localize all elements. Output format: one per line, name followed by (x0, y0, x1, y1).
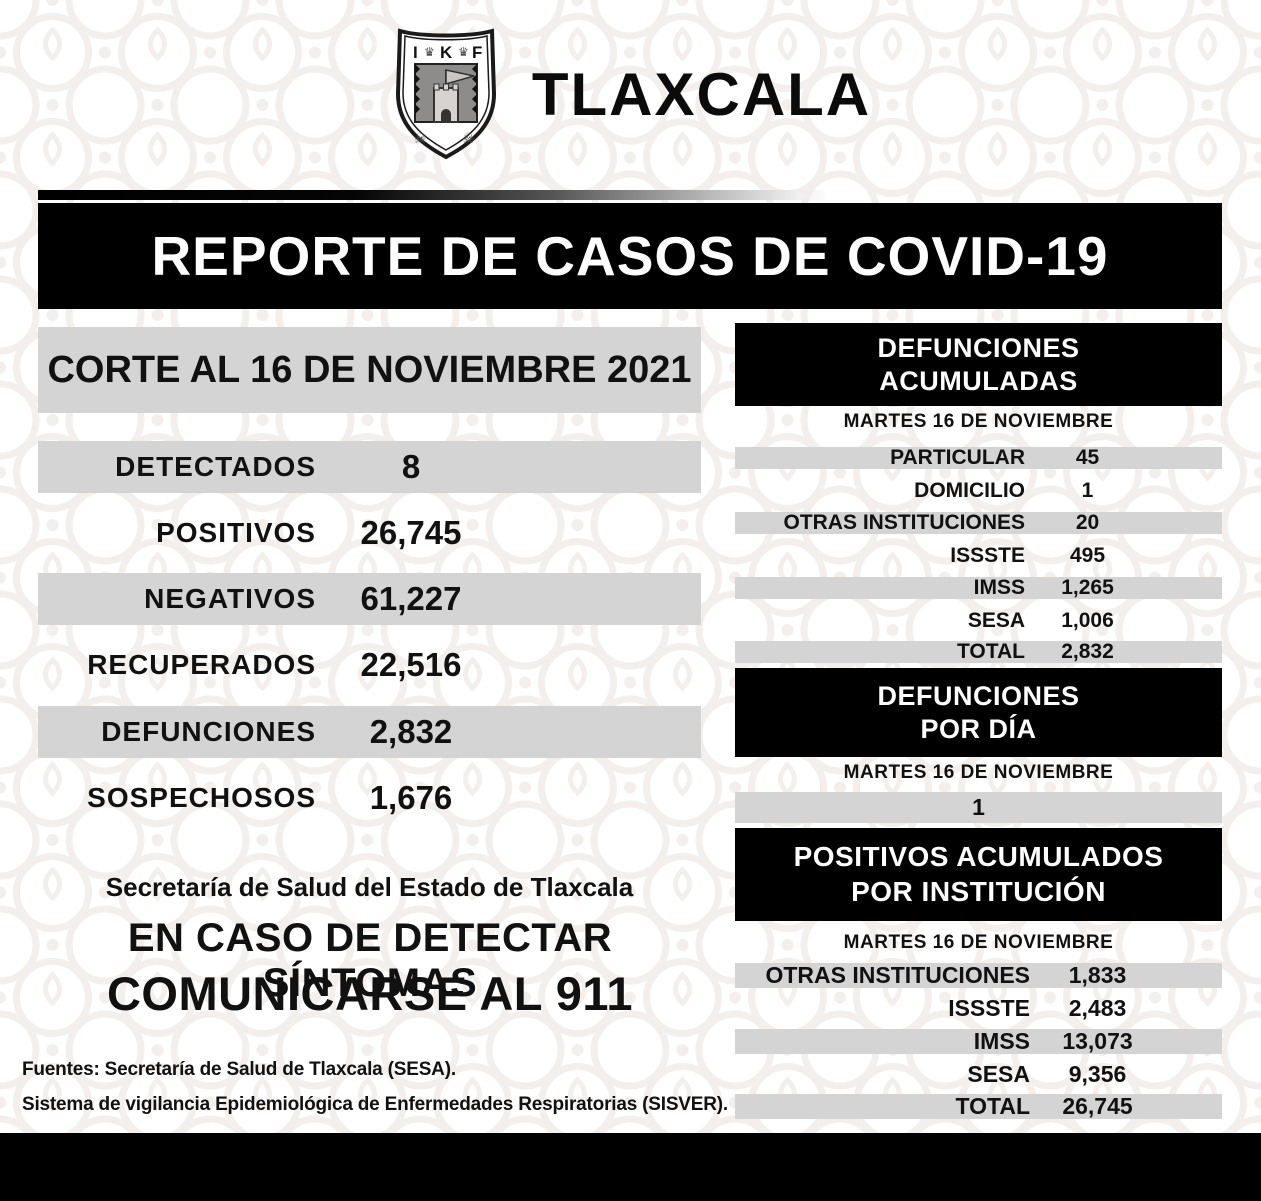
defunciones-row-issste: ISSSTE 495 (735, 544, 1222, 567)
section-date: MARTES 16 DE NOVIEMBRE (843, 932, 1114, 953)
stat-row-detectados: DETECTADOS 8 (38, 441, 701, 493)
stat-row-positivos: POSITIVOS 26,745 (38, 507, 701, 559)
row-value: 1,833 (1068, 962, 1127, 988)
row-value: 26,745 (1062, 1093, 1133, 1119)
stat-label: NEGATIVOS (144, 583, 316, 614)
defunciones-row-particular: PARTICULAR 45 (735, 446, 1222, 469)
positivos-row-otras-instituciones: OTRAS INSTITUCIONES 1,833 (735, 962, 1222, 988)
defunciones-row-total: TOTAL 2,832 (735, 640, 1222, 663)
row-value: 2,832 (1061, 640, 1114, 663)
report-title-bar: REPORTE DE CASOS DE COVID-19 (38, 203, 1222, 309)
svg-text:♛: ♛ (458, 45, 469, 59)
sources-line2: Sistema de vigilancia Epidemiológica de … (22, 1093, 728, 1115)
svg-text:K: K (440, 43, 453, 62)
symptoms-notice-line2: COMUNICARSE AL 911 (106, 967, 634, 1020)
positivos-row-sesa: SESA 9,356 (735, 1061, 1222, 1087)
row-value: 20 (1075, 511, 1100, 534)
row-value: 13,073 (1062, 1028, 1133, 1054)
positivos-row-imss: IMSS 13,073 (735, 1028, 1222, 1054)
stat-row-recuperados: RECUPERADOS 22,516 (38, 639, 701, 691)
row-label: DOMICILIO (914, 479, 1025, 502)
defunciones-por-dia-value: 1 (735, 792, 1222, 823)
row-label: TOTAL (955, 1093, 1030, 1119)
svg-text:☠: ☠ (462, 130, 475, 146)
section-header-defunciones-por-dia: DEFUNCIONES POR DÍA (735, 668, 1222, 757)
row-value: 495 (1069, 544, 1106, 567)
row-label: PARTICULAR (890, 446, 1025, 469)
defunciones-row-sesa: SESA 1,006 (735, 609, 1222, 632)
row-label: ISSSTE (948, 995, 1030, 1021)
row-label: TOTAL (956, 640, 1025, 663)
row-label: SESA (967, 609, 1025, 632)
stat-label: RECUPERADOS (87, 649, 316, 680)
stat-value: 61,227 (360, 580, 462, 617)
row-value: 9,356 (1068, 1061, 1127, 1087)
svg-text:F: F (472, 43, 482, 62)
agency-name: Secretaría de Salud del Estado de Tlaxca… (105, 872, 634, 902)
header: I ♛ K ♛ F ☠ ☠ TLAXCALA (0, 24, 1261, 164)
positivos-row-issste: ISSSTE 2,483 (735, 995, 1222, 1021)
section-heading-line1: DEFUNCIONES (877, 332, 1080, 363)
stat-row-negativos: NEGATIVOS 61,227 (38, 573, 701, 625)
section-heading-line2: POR DÍA (920, 713, 1037, 744)
section-heading-line1: DEFUNCIONES (877, 680, 1080, 711)
defunciones-row-imss: IMSS 1,265 (735, 576, 1222, 599)
stat-value: 8 (401, 448, 421, 485)
stat-value: 26,745 (360, 514, 462, 551)
svg-text:♛: ♛ (424, 45, 435, 59)
row-value: 1 (1081, 479, 1094, 502)
row-label: ISSSTE (950, 544, 1025, 567)
section-header-positivos-acumulados: POSITIVOS ACUMULADOS POR INSTITUCIÓN (735, 828, 1222, 921)
section-date: MARTES 16 DE NOVIEMBRE (843, 411, 1114, 432)
defunciones-row-otras-instituciones: OTRAS INSTITUCIONES 20 (735, 511, 1222, 534)
report-title: REPORTE DE CASOS DE COVID-19 (151, 225, 1109, 287)
row-value: 2,483 (1068, 995, 1127, 1021)
stat-value: 22,516 (360, 646, 462, 683)
brand-wordmark: TLAXCALA (531, 60, 872, 128)
row-value: 1,006 (1061, 609, 1114, 632)
positivos-row-total: TOTAL 26,745 (735, 1093, 1222, 1119)
row-value: 45 (1075, 446, 1100, 469)
svg-text:☠: ☠ (414, 130, 427, 146)
stat-row-defunciones: DEFUNCIONES 2,832 (38, 706, 701, 758)
stat-row-sospechosos: SOSPECHOSOS 1,676 (38, 772, 701, 824)
gradient-divider (38, 190, 830, 200)
row-label: OTRAS INSTITUCIONES (765, 962, 1030, 988)
stat-value: 1,676 (369, 779, 453, 816)
stat-label: DEFUNCIONES (101, 716, 316, 747)
section-heading-line1: POSITIVOS ACUMULADOS (793, 841, 1164, 873)
cutoff-date-banner: CORTE AL 16 DE NOVIEMBRE 2021 (38, 327, 701, 413)
stat-label: POSITIVOS (156, 517, 316, 548)
sources-line1: Fuentes: Secretaría de Salud de Tlaxcala… (22, 1059, 456, 1080)
section-heading-line2: POR INSTITUCIÓN (851, 875, 1106, 907)
bottom-black-bar (0, 1133, 1261, 1201)
section-heading-line2: ACUMULADAS (879, 365, 1078, 396)
defunciones-row-domicilio: DOMICILIO 1 (735, 479, 1222, 502)
row-value: 1,265 (1061, 576, 1114, 599)
stat-label: DETECTADOS (115, 451, 316, 482)
row-label: IMSS (973, 576, 1025, 599)
row-label: SESA (967, 1061, 1030, 1087)
stat-value: 2,832 (369, 713, 453, 750)
stat-label: SOSPECHOSOS (87, 782, 316, 813)
row-label: IMSS (973, 1028, 1030, 1054)
symptoms-notice-line1: EN CASO DE DETECTAR SÍNTOMAS (127, 916, 613, 1005)
section-header-defunciones-acumuladas: DEFUNCIONES ACUMULADAS (735, 323, 1222, 406)
tlaxcala-coat-of-arms-icon: I ♛ K ♛ F ☠ ☠ (395, 28, 496, 160)
section-date: MARTES 16 DE NOVIEMBRE (843, 762, 1114, 783)
svg-text:I: I (413, 43, 418, 62)
row-label: OTRAS INSTITUCIONES (783, 511, 1025, 534)
sources-footnote: Fuentes: Secretaría de Salud de Tlaxcala… (22, 1059, 742, 1130)
